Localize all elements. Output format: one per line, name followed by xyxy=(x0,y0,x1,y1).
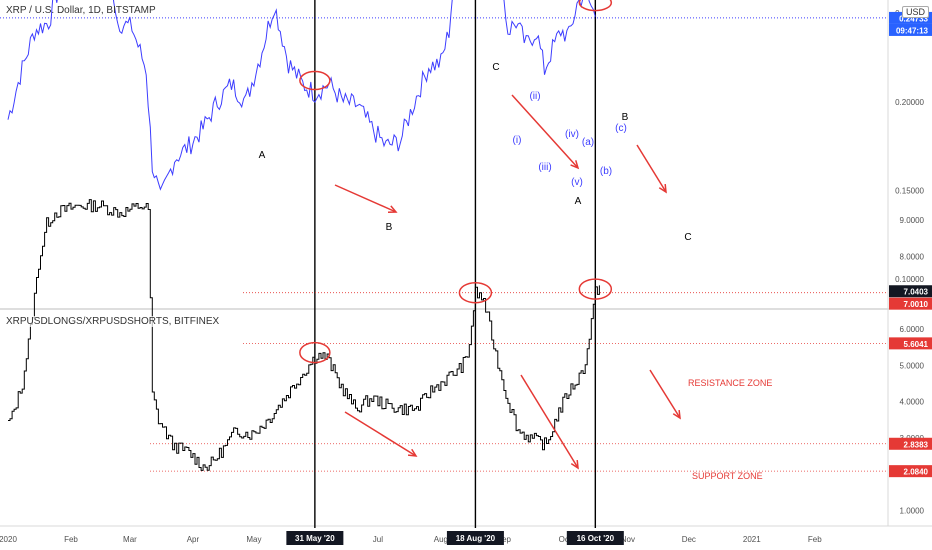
event-date-badge xyxy=(286,531,344,545)
top-countdown-badge-bg xyxy=(889,23,932,36)
top-y-tick-label: 0.15000 xyxy=(895,186,924,195)
resistance-low-badge: 5.6041 xyxy=(904,340,929,349)
arrow-top-2 xyxy=(511,94,579,169)
bottom-y-tick-label: 5.0000 xyxy=(900,361,925,370)
resistance-low-badge-bg xyxy=(889,337,932,350)
event-date-badge xyxy=(566,531,624,545)
wave-label: C xyxy=(684,232,691,243)
support-high-badge: 2.8383 xyxy=(904,440,929,449)
event-date-badge xyxy=(446,531,504,545)
wave-label: (c) xyxy=(615,123,627,134)
arrow-bottom-2-head xyxy=(570,459,579,470)
wave-label: (ii) xyxy=(529,91,540,102)
arrow-top-2-head xyxy=(570,160,580,170)
xrp-price-line xyxy=(7,0,596,191)
support-low-badge-bg xyxy=(889,465,932,478)
bottom-y-tick-label: 1.0000 xyxy=(900,507,925,516)
wave-label: (iii) xyxy=(538,162,551,173)
event-date-label: 18 Aug '20 xyxy=(456,534,496,543)
bottom-last-price-badge-bg xyxy=(889,285,932,298)
wave-label: (i) xyxy=(513,135,522,146)
top-countdown-badge: 09:47:13 xyxy=(896,26,929,35)
event-date-label: 31 May '20 xyxy=(295,534,335,543)
arrow-bottom-2 xyxy=(520,374,579,469)
top-panel-title: XRP / U.S. Dollar, 1D, BITSTAMP xyxy=(6,5,156,16)
x-tick-label: Nov xyxy=(621,535,635,544)
wave-label: (b) xyxy=(600,166,612,177)
ellipse-bottom-aug xyxy=(458,281,493,304)
ellipse-bottom-oct xyxy=(578,278,613,300)
wave-label: (a) xyxy=(582,137,594,148)
arrow-bottom-1 xyxy=(344,411,417,457)
resistance-high-badge: 7.0010 xyxy=(904,300,929,309)
top-y-tick-label: 0.10000 xyxy=(895,275,924,284)
x-tick-label: Feb xyxy=(808,535,822,544)
top-y-tick-label: 0.20000 xyxy=(895,98,924,107)
wave-label: A xyxy=(575,196,582,207)
x-tick-label: Feb xyxy=(64,535,78,544)
support-high-badge-bg xyxy=(889,437,932,450)
wave-label: A xyxy=(259,150,266,161)
x-tick-label: Sep xyxy=(497,535,512,544)
resistance-high-badge-bg xyxy=(889,297,932,310)
bottom-last-price-badge: 7.0403 xyxy=(904,288,929,297)
arrow-top-1-head xyxy=(387,205,398,214)
arrow-bottom-3 xyxy=(649,369,681,419)
wave-label: B xyxy=(622,112,629,123)
bottom-y-tick-label: 4.0000 xyxy=(900,398,925,407)
support-low-badge: 2.0840 xyxy=(904,468,929,477)
x-tick-label: Apr xyxy=(187,535,200,544)
x-tick-label: 2020 xyxy=(0,535,17,544)
resistance-zone-label: RESISTANCE ZONE xyxy=(688,378,773,388)
bottom-y-tick-label: 8.0000 xyxy=(900,252,925,261)
bottom-panel-title: XRPUSDLONGS/XRPUSDSHORTS, BITFINEX xyxy=(6,316,220,327)
arrow-top-3 xyxy=(636,144,667,193)
wave-label: (v) xyxy=(571,177,583,188)
arrow-top-3-head xyxy=(658,183,667,194)
ellipse-bottom-may xyxy=(299,341,331,364)
wave-label: C xyxy=(492,62,499,73)
currency-badge[interactable]: USD xyxy=(902,6,930,18)
x-tick-label: Oct xyxy=(559,535,572,544)
longs-shorts-ratio-line xyxy=(8,199,600,471)
bottom-y-tick-label: 9.0000 xyxy=(900,216,925,225)
support-zone-label: SUPPORT ZONE xyxy=(692,471,763,481)
arrow-bottom-3-head xyxy=(672,409,681,420)
x-tick-label: Aug xyxy=(434,535,448,544)
wave-label: (iv) xyxy=(565,129,579,140)
top-last-price-badge: 0.24733 xyxy=(899,14,928,23)
x-tick-label: May xyxy=(246,535,261,544)
wave-label: B xyxy=(386,222,393,233)
x-tick-label: Mar xyxy=(123,535,137,544)
x-tick-label: Jul xyxy=(373,535,383,544)
bottom-y-tick-label: 6.0000 xyxy=(900,325,925,334)
x-tick-label: Dec xyxy=(682,535,696,544)
arrow-top-1 xyxy=(334,184,397,213)
event-date-label: 16 Oct '20 xyxy=(577,534,615,543)
arrow-bottom-1-head xyxy=(407,448,418,457)
x-tick-label: 2021 xyxy=(743,535,761,544)
ellipse-top-may xyxy=(299,70,331,91)
ellipse-top-oct xyxy=(578,0,613,12)
